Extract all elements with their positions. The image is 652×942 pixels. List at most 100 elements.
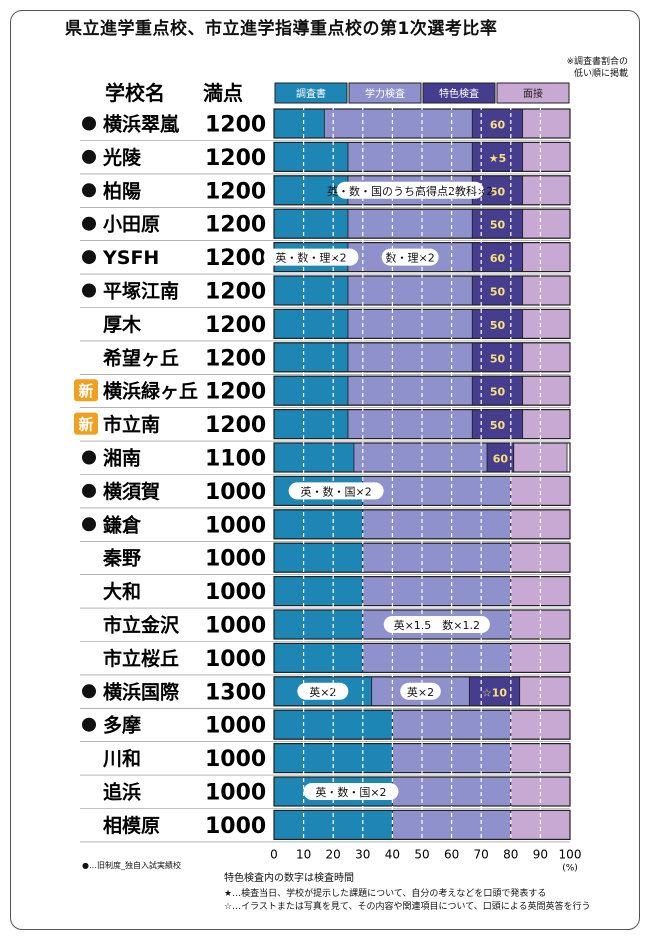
max-score: 1200 xyxy=(205,280,266,305)
max-score: 1200 xyxy=(205,179,266,204)
new-badge-label: 新 xyxy=(78,382,93,400)
mensetsu-bar xyxy=(522,308,571,339)
school-name: 横浜緑ヶ丘 xyxy=(103,380,198,403)
chosa-bar xyxy=(273,643,364,673)
gakuryoku-bar xyxy=(362,643,512,673)
max-score: 1300 xyxy=(205,680,266,705)
school-name: 市立金沢 xyxy=(103,614,180,637)
max-score: 1200 xyxy=(205,146,266,171)
mensetsu-bar xyxy=(522,409,571,440)
weight-note: 英・数・国×2 xyxy=(315,785,386,799)
gakuryoku-bar xyxy=(347,308,473,339)
x-tick-label: 70 xyxy=(474,847,489,861)
chart-title: 県立進学重点校、市立進学指導重点校の第1次選考比率 xyxy=(65,19,498,39)
max-score: 1000 xyxy=(205,781,266,806)
tokushoku-time-label: 60 xyxy=(490,252,506,265)
mensetsu-bar xyxy=(522,242,571,273)
weight-note-pill xyxy=(303,783,399,800)
max-score: 1200 xyxy=(205,413,266,438)
weight-note-2-pill xyxy=(381,248,439,266)
mensetsu-header-box xyxy=(496,82,570,104)
school-name: 市立桜丘 xyxy=(103,647,179,670)
x-tick-label: 30 xyxy=(355,847,370,861)
gakuryoku-bar xyxy=(362,576,512,606)
x-tick-label: 10 xyxy=(296,847,311,861)
school-name: 横浜翠嵐 xyxy=(103,113,180,136)
bullet-legend: ●…旧制度_独自入試実績校 xyxy=(82,860,181,871)
tokushoku-time-label: 50 xyxy=(490,219,506,232)
tokushoku-time-label: 50 xyxy=(490,419,506,432)
mensetsu-header-label: 面接 xyxy=(523,87,543,100)
chosa-bar xyxy=(273,442,355,473)
gakuryoku-bar xyxy=(353,442,488,473)
tokushoku-time-label: 50 xyxy=(490,386,506,399)
weight-note-pill xyxy=(263,248,359,266)
school-name: 追浜 xyxy=(103,781,141,804)
chosa-bar xyxy=(273,576,364,606)
bullet-mark xyxy=(82,183,96,198)
bullet-legend-mark: ● xyxy=(82,861,89,870)
max-score: 1200 xyxy=(205,346,266,371)
school-name: 川和 xyxy=(102,747,141,770)
max-score: 1000 xyxy=(205,614,266,639)
max-score: 1000 xyxy=(205,647,266,672)
max-score: 1000 xyxy=(205,580,266,605)
gakuryoku-bar xyxy=(347,409,473,440)
tokushoku-time-label: 50 xyxy=(490,319,506,332)
tokushoku-time-label: ★5 xyxy=(489,152,507,165)
school-name: 光陵 xyxy=(102,146,142,169)
bar-outline xyxy=(273,642,571,674)
mensetsu-bar xyxy=(519,676,571,707)
weight-note: 英・数・国×2 xyxy=(301,484,372,498)
weight-note-pill xyxy=(288,482,384,500)
tokushoku-time-label: ☆10 xyxy=(482,686,508,699)
new-badge xyxy=(74,412,98,435)
sort-note: ※調査書割合の 低い順に掲載 xyxy=(566,56,628,80)
bar-outline xyxy=(273,809,571,841)
chosa-bar xyxy=(273,208,349,239)
chosa-bar xyxy=(273,141,349,172)
mensetsu-bar xyxy=(522,375,571,406)
max-score: 1000 xyxy=(205,747,266,772)
weight-note: 英・数・理×2 xyxy=(275,251,346,265)
mensetsu-bar xyxy=(522,208,571,239)
weight-note-2-pill xyxy=(383,616,490,633)
sort-note-line: 低い順に掲載 xyxy=(573,69,628,79)
school-name: 小田原 xyxy=(103,214,160,236)
x-tick-label: 100 xyxy=(559,847,582,861)
school-name: 多摩 xyxy=(103,714,141,737)
school-name: 相模原 xyxy=(103,814,160,837)
x-tick-label: 60 xyxy=(444,847,459,861)
bullet-legend-text: …旧制度_独自入試実績校 xyxy=(88,861,181,870)
weight-note-pill xyxy=(297,682,349,700)
school-name: 平塚江南 xyxy=(103,281,179,303)
gakuryoku-header-box xyxy=(348,82,422,104)
bullet-mark xyxy=(82,483,96,498)
max-score: 1200 xyxy=(205,113,266,138)
bullet-mark xyxy=(82,450,96,465)
max-score: 1200 xyxy=(205,213,266,238)
chosa-header-box xyxy=(274,82,348,104)
weight-note-2: 英×1.5 数×1.2 xyxy=(394,618,480,632)
tokushoku-time-label: 60 xyxy=(493,453,509,466)
school-name: 鎌倉 xyxy=(103,513,142,536)
gakuryoku-header-label: 学力検査 xyxy=(365,87,405,100)
x-tick-label: 40 xyxy=(385,847,400,861)
chosa-bar xyxy=(273,342,349,373)
chosa-bar xyxy=(273,375,349,406)
x-tick-label: 20 xyxy=(326,847,341,861)
chosa-bar xyxy=(273,509,364,540)
bullet-mark xyxy=(82,116,96,131)
school-name: 横須賀 xyxy=(103,480,160,503)
sort-note-line: ※調査書割合の xyxy=(566,57,628,67)
gakuryoku-bar xyxy=(362,542,512,573)
chosa-bar xyxy=(273,609,364,640)
max-score: 1000 xyxy=(205,480,266,505)
max-score: 1000 xyxy=(205,513,266,538)
x-tick-label: 90 xyxy=(533,847,548,861)
max-score: 1200 xyxy=(205,380,266,405)
school-name: 市立南 xyxy=(103,413,160,436)
school-name: 厚木 xyxy=(103,313,142,336)
bullet-mark xyxy=(82,717,96,732)
score-column-header: 満点 xyxy=(203,81,243,105)
